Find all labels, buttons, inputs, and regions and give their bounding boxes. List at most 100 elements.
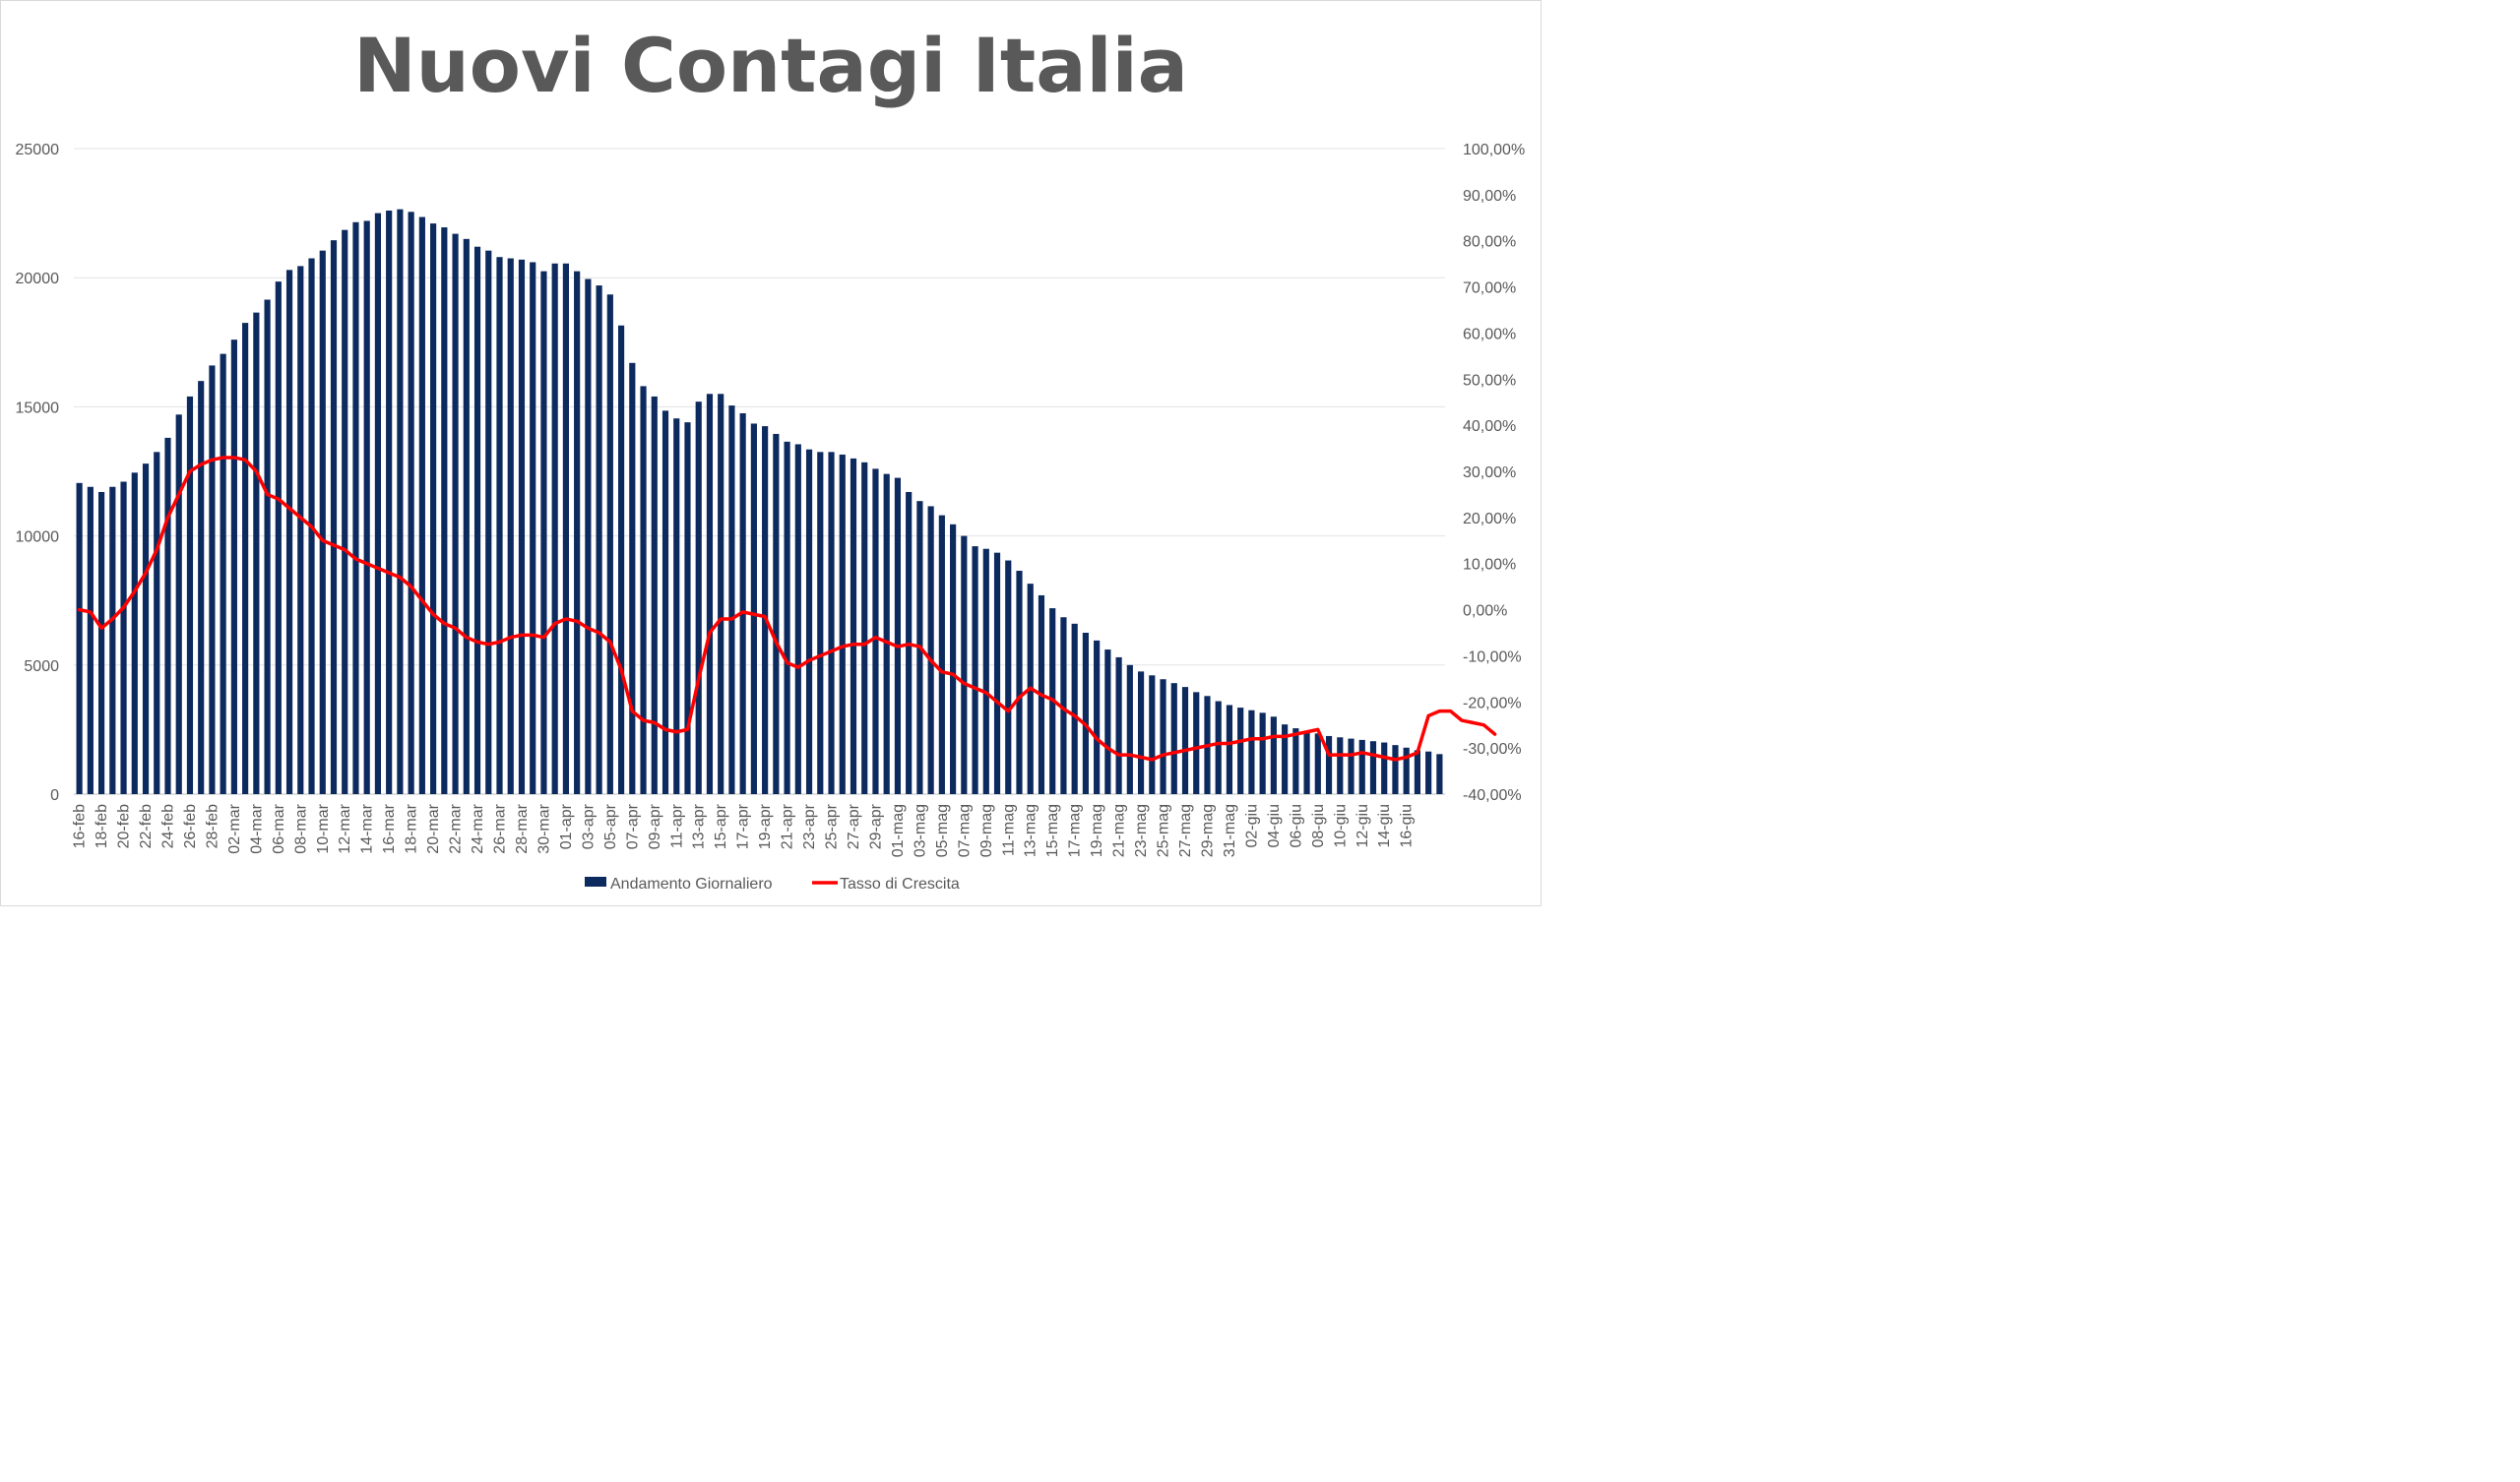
bar (1170, 683, 1177, 794)
bar (397, 209, 404, 794)
bar (993, 552, 1001, 794)
bar (883, 473, 890, 794)
x-tick-label: 29-apr (867, 803, 884, 849)
chart-title: Nuovi Contagi Italia (353, 22, 1188, 109)
y-right-tick-label: -40,00% (1463, 787, 1522, 804)
y-left-tick-label: 5000 (24, 658, 59, 675)
x-tick-label: 23-mag (1133, 804, 1150, 857)
bar (530, 262, 536, 794)
bar (1237, 708, 1244, 794)
x-tick-label: 25-apr (824, 803, 841, 849)
x-tick-label: 16-mar (381, 803, 398, 853)
bar (640, 386, 647, 794)
bar (574, 271, 581, 794)
x-tick-label: 21-mag (1111, 804, 1128, 857)
x-tick-label: 11-mag (1000, 804, 1017, 856)
bar (452, 233, 459, 795)
bar (230, 340, 237, 794)
bar (186, 396, 194, 794)
x-tick-label: 18-feb (94, 804, 110, 848)
x-tick-label: 19-mag (1089, 804, 1105, 857)
bar (496, 257, 503, 794)
bar (1226, 705, 1233, 794)
x-tick-label: 27-apr (846, 803, 862, 849)
bar (673, 418, 680, 794)
x-tick-label: 20-feb (116, 804, 133, 848)
x-tick-label: 19-apr (757, 803, 774, 849)
bar (762, 426, 769, 794)
x-tick-label: 13-apr (691, 803, 708, 849)
y-right-tick-label: 10,00% (1463, 557, 1516, 574)
bar (131, 472, 138, 794)
bar (142, 463, 150, 794)
bar (76, 482, 83, 794)
x-tick-label: 12-giu (1354, 804, 1371, 847)
bar (662, 410, 669, 794)
x-tick-label: 03-apr (580, 803, 597, 849)
x-tick-label: 16-feb (72, 804, 89, 848)
bar (473, 246, 481, 794)
y-right-tick-label: 90,00% (1463, 188, 1516, 205)
bar (253, 312, 260, 794)
bar (1314, 733, 1321, 794)
bar (551, 263, 558, 794)
x-tick-label: 24-feb (159, 804, 176, 848)
bar (828, 452, 835, 794)
bar (87, 486, 94, 794)
bar (1115, 656, 1122, 794)
bar (617, 325, 625, 794)
x-tick-label: 26-feb (182, 804, 199, 848)
bar (1082, 633, 1089, 794)
y-left-tick-label: 25000 (16, 142, 60, 158)
x-tick-label: 05-apr (602, 803, 619, 849)
bar (1325, 735, 1333, 794)
bar (540, 271, 547, 794)
bar (1181, 687, 1189, 794)
bar (97, 491, 105, 794)
x-tick-label: 20-mar (425, 803, 442, 853)
bar (872, 468, 879, 794)
y-right-tick-label: 100,00% (1463, 142, 1525, 158)
bar (441, 227, 448, 795)
bar (1414, 750, 1421, 794)
bar (1193, 692, 1200, 794)
y-right-tick-label: -10,00% (1463, 648, 1522, 665)
x-tick-label: 07-mag (956, 804, 973, 857)
bar (198, 381, 205, 794)
bar (209, 365, 216, 794)
bar (1094, 640, 1101, 794)
bar (861, 462, 868, 794)
bar (606, 294, 613, 794)
bar (1436, 754, 1443, 794)
bar (750, 423, 757, 794)
x-tick-label: 26-mar (492, 803, 509, 853)
bar (894, 477, 902, 794)
bar (706, 394, 714, 794)
bar (562, 263, 569, 794)
bar (1348, 738, 1354, 794)
x-tick-label: 01-mag (890, 804, 907, 857)
bar (507, 258, 514, 794)
x-tick-label: 23-apr (801, 803, 818, 849)
x-tick-label: 12-mar (337, 803, 353, 853)
bar (1126, 664, 1133, 794)
bar (651, 396, 658, 794)
bar (961, 535, 968, 794)
x-tick-label: 10-mar (315, 803, 332, 853)
legend-label-line: Tasso di Crescita (840, 876, 960, 893)
bar (718, 394, 724, 794)
x-tick-label: 04-mar (248, 803, 265, 853)
bar (418, 216, 425, 794)
y-right-tick-label: 0,00% (1463, 603, 1507, 620)
bar (1270, 716, 1277, 794)
bar (430, 223, 437, 794)
bar (1215, 701, 1222, 794)
bar (596, 285, 602, 794)
bar (839, 454, 846, 794)
bar (950, 524, 957, 794)
x-tick-label: 06-giu (1288, 804, 1304, 847)
legend-swatch-bars (585, 877, 606, 887)
bar (739, 412, 746, 794)
bar (684, 422, 691, 794)
bar (485, 250, 492, 794)
